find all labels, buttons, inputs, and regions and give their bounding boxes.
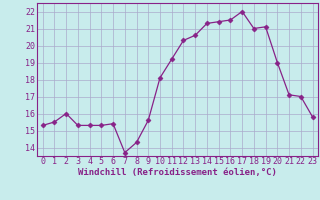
X-axis label: Windchill (Refroidissement éolien,°C): Windchill (Refroidissement éolien,°C) (78, 168, 277, 177)
